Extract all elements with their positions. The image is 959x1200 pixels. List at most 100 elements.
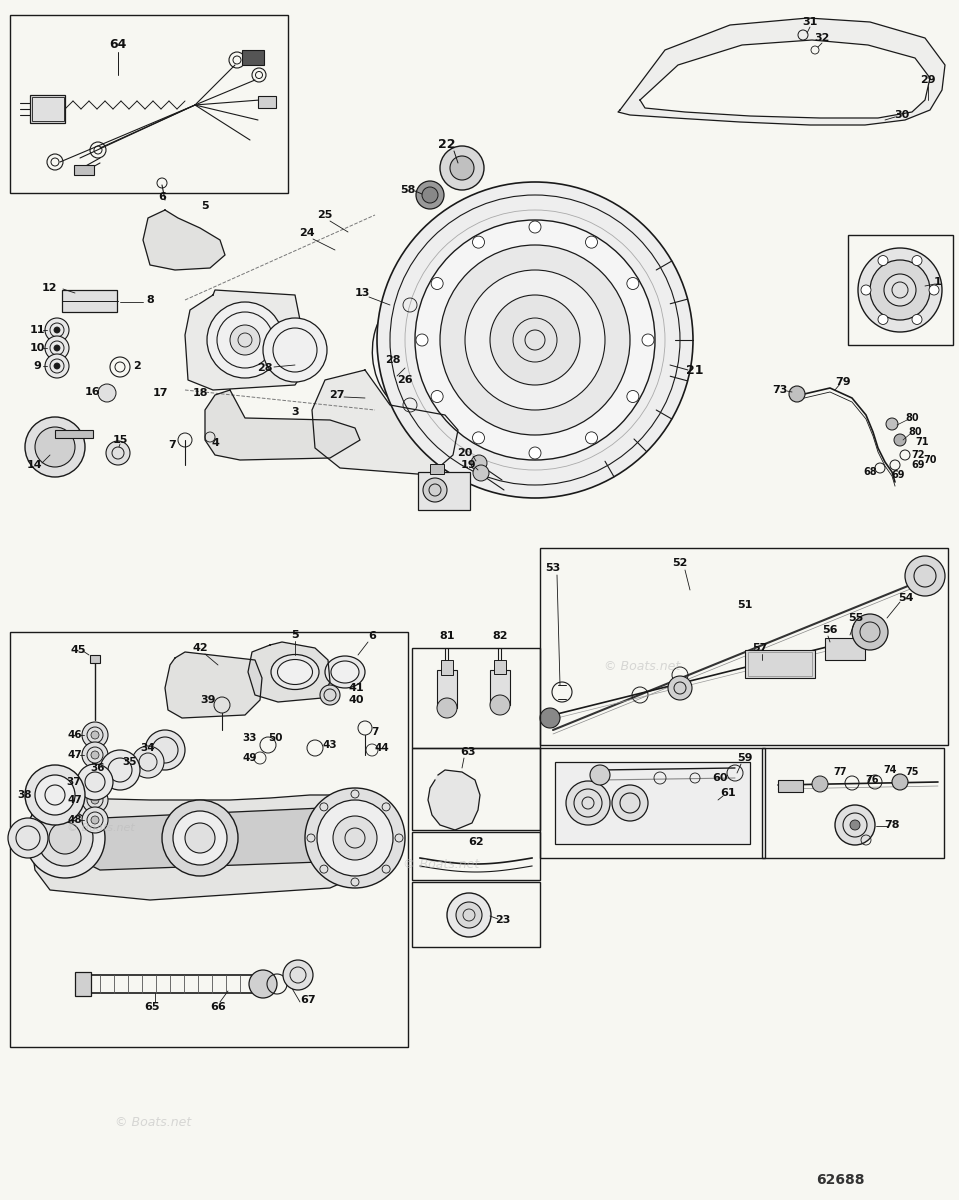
Circle shape	[540, 708, 560, 728]
Text: 82: 82	[492, 631, 507, 641]
Ellipse shape	[372, 300, 448, 410]
Text: 21: 21	[687, 364, 704, 377]
Text: 32: 32	[814, 32, 830, 43]
Bar	[825, 638, 865, 660]
Text: 19: 19	[460, 460, 476, 470]
Circle shape	[82, 722, 108, 748]
Text: 55: 55	[849, 613, 864, 623]
Text: 25: 25	[317, 210, 333, 220]
Circle shape	[432, 277, 443, 289]
Circle shape	[45, 354, 69, 378]
Circle shape	[884, 274, 916, 306]
Text: 53: 53	[546, 563, 561, 572]
Bar	[75, 972, 91, 996]
Circle shape	[627, 390, 639, 402]
Text: 47: 47	[68, 750, 82, 760]
Text: 4: 4	[211, 438, 219, 448]
Circle shape	[432, 390, 443, 402]
Text: 23: 23	[495, 914, 511, 925]
Circle shape	[185, 823, 215, 853]
Text: 41: 41	[348, 683, 363, 692]
Circle shape	[473, 236, 484, 248]
Circle shape	[894, 434, 906, 446]
Text: © Boats.net: © Boats.net	[403, 858, 480, 870]
Circle shape	[320, 685, 340, 704]
Circle shape	[437, 698, 457, 718]
Text: 54: 54	[899, 593, 914, 602]
Circle shape	[529, 221, 541, 233]
Circle shape	[45, 318, 69, 342]
Text: 74: 74	[883, 766, 897, 775]
Text: 11: 11	[30, 325, 45, 335]
Bar	[55, 430, 93, 438]
Bar	[32, 97, 64, 121]
Text: 68: 68	[863, 467, 877, 476]
Text: 28: 28	[257, 362, 272, 373]
Circle shape	[456, 902, 482, 928]
Text: 62688: 62688	[816, 1174, 864, 1187]
Circle shape	[82, 787, 108, 814]
Text: 50: 50	[268, 733, 282, 743]
Circle shape	[529, 446, 541, 458]
Text: 51: 51	[737, 600, 753, 610]
Bar	[540, 748, 765, 858]
Circle shape	[627, 277, 639, 289]
Bar	[412, 882, 540, 947]
Circle shape	[49, 822, 81, 854]
Bar	[540, 548, 948, 745]
Circle shape	[473, 432, 484, 444]
Bar	[748, 652, 812, 676]
Text: 67: 67	[300, 995, 316, 1006]
Circle shape	[230, 325, 260, 355]
Circle shape	[912, 314, 922, 324]
Circle shape	[566, 781, 610, 826]
Text: 5: 5	[201, 200, 209, 211]
Bar	[10, 632, 408, 1046]
Polygon shape	[185, 290, 305, 390]
Text: 81: 81	[439, 631, 455, 641]
Text: 10: 10	[30, 343, 45, 353]
Bar	[90, 655, 100, 662]
Text: 16: 16	[85, 386, 101, 397]
Bar	[10, 14, 288, 193]
Text: 27: 27	[329, 390, 344, 400]
Text: 61: 61	[720, 788, 736, 798]
Circle shape	[612, 785, 648, 821]
Circle shape	[416, 181, 444, 209]
Polygon shape	[618, 18, 945, 125]
Circle shape	[905, 556, 945, 596]
Circle shape	[812, 776, 828, 792]
Circle shape	[333, 816, 377, 860]
Text: 76: 76	[865, 775, 878, 785]
Circle shape	[305, 788, 405, 888]
Text: 30: 30	[895, 110, 910, 120]
Bar	[745, 650, 815, 678]
Bar	[430, 464, 444, 474]
Circle shape	[892, 774, 908, 790]
Text: 15: 15	[112, 434, 128, 445]
Bar	[437, 670, 457, 708]
Circle shape	[422, 187, 438, 203]
Circle shape	[8, 818, 48, 858]
Text: 6: 6	[158, 192, 166, 202]
Bar	[412, 832, 540, 880]
Polygon shape	[205, 390, 360, 460]
Circle shape	[25, 766, 85, 826]
Bar	[30, 95, 65, 122]
Text: 3: 3	[292, 407, 299, 416]
Circle shape	[35, 775, 75, 815]
Polygon shape	[248, 642, 330, 702]
Bar	[74, 164, 94, 175]
Circle shape	[100, 750, 140, 790]
Circle shape	[25, 416, 85, 476]
Text: 35: 35	[123, 757, 137, 767]
Text: 17: 17	[152, 388, 168, 398]
Text: 33: 33	[243, 733, 257, 743]
Text: 34: 34	[141, 743, 155, 754]
Text: 49: 49	[243, 754, 257, 763]
Text: 46: 46	[68, 730, 82, 740]
Circle shape	[668, 676, 692, 700]
Circle shape	[858, 248, 942, 332]
Circle shape	[45, 336, 69, 360]
Bar	[494, 660, 506, 674]
